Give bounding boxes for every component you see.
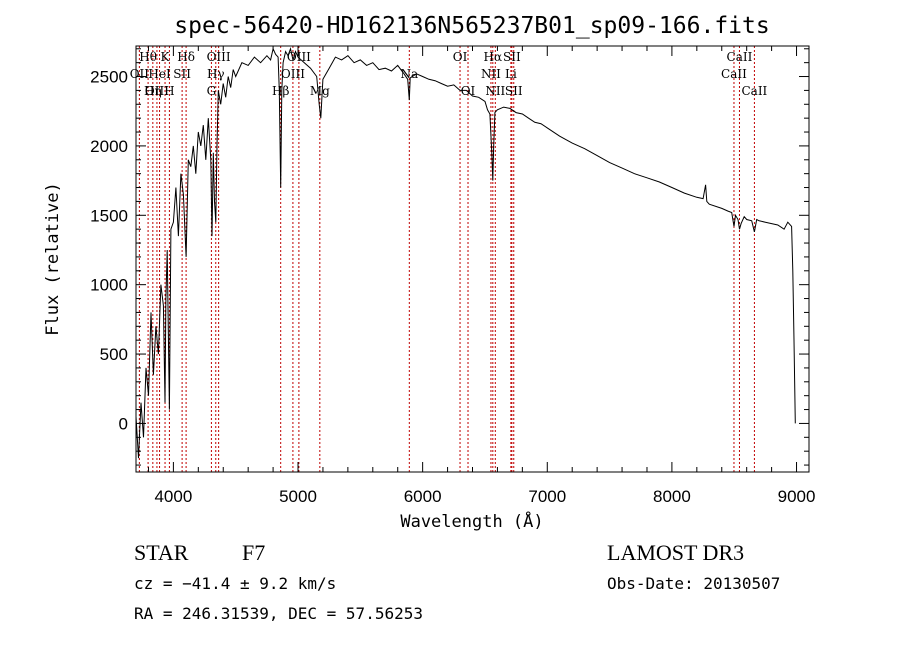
x-tick-label-5000: 5000 <box>279 487 317 506</box>
flux-series-line <box>135 47 796 459</box>
y-axis-label: Flux (relative) <box>43 182 63 336</box>
redshift-text: cz = −41.4 ± 9.2 km/s <box>134 574 337 593</box>
line-label-9: OIII <box>207 50 231 64</box>
survey-name: LAMOST DR3 <box>607 540 745 565</box>
y-tick-label-1000: 1000 <box>90 276 128 295</box>
y-tick-label-2000: 2000 <box>90 137 128 156</box>
line-label-2: OIII <box>145 84 169 98</box>
line-label-17: OI <box>453 50 468 64</box>
line-label-19: Hα <box>484 50 503 64</box>
line-label-14: Hβ <box>272 84 289 98</box>
line-label-4: HeI <box>148 67 171 81</box>
line-label-8: Hδ <box>177 50 195 64</box>
line-label-22: Li <box>505 67 517 81</box>
line-label-15: Mg <box>310 84 330 98</box>
line-label-3: K <box>161 50 171 64</box>
line-label-25: CaII <box>727 50 753 64</box>
x-axis: 4000 5000 6000 7000 8000 9000 <box>147 46 816 506</box>
x-tick-label-7000: 7000 <box>528 487 566 506</box>
chart-title: spec-56420-HD162136N565237B01_sp09-166.f… <box>174 13 769 39</box>
x-tick-label-8000: 8000 <box>653 487 691 506</box>
object-type: STAR <box>134 540 189 565</box>
line-label-18: OI <box>461 84 476 98</box>
line-label-23: NII <box>485 84 505 98</box>
y-axis: 0 500 1000 1500 2000 2500 <box>90 48 809 466</box>
line-label-5: Hη <box>144 84 162 98</box>
line-label-13: OIII <box>281 67 305 81</box>
line-label-11: G <box>207 84 217 98</box>
spectral-line-markers <box>138 46 755 472</box>
line-label-0: Hθ <box>139 50 157 64</box>
line-label-12: OIII <box>287 50 311 64</box>
line-label-16: Na <box>400 67 418 81</box>
x-tick-label-9000: 9000 <box>778 487 816 506</box>
line-label-26: CaII <box>721 67 747 81</box>
y-tick-label-0: 0 <box>119 414 128 433</box>
y-tick-label-1500: 1500 <box>90 206 128 225</box>
y-tick-label-500: 500 <box>100 345 128 364</box>
line-label-27: CaII <box>741 84 767 98</box>
line-label-24: SII <box>505 84 523 98</box>
spectral-subclass: F7 <box>242 540 266 565</box>
y-tick-label-2500: 2500 <box>90 68 128 87</box>
coordinates: RA = 246.31539, DEC = 57.56253 <box>134 604 423 623</box>
x-axis-label: Wavelength (Å) <box>400 510 543 532</box>
x-tick-label-4000: 4000 <box>154 487 192 506</box>
obs-date: Obs-Date: 20130507 <box>607 574 781 593</box>
line-label-7: H <box>164 84 174 98</box>
plot-frame <box>135 45 810 473</box>
line-label-10: Hγ <box>207 67 225 81</box>
line-label-20: SII <box>503 50 521 64</box>
line-label-21: NII <box>481 67 501 81</box>
x-tick-label-6000: 6000 <box>404 487 442 506</box>
line-label-6: SII <box>173 67 191 81</box>
line-label-1: OII <box>130 67 150 81</box>
spectral-line-labels: Hθ OII OIII K HeI Hη SII H Hδ OIII Hγ G OIII OIII Hβ Mg… <box>130 50 768 98</box>
